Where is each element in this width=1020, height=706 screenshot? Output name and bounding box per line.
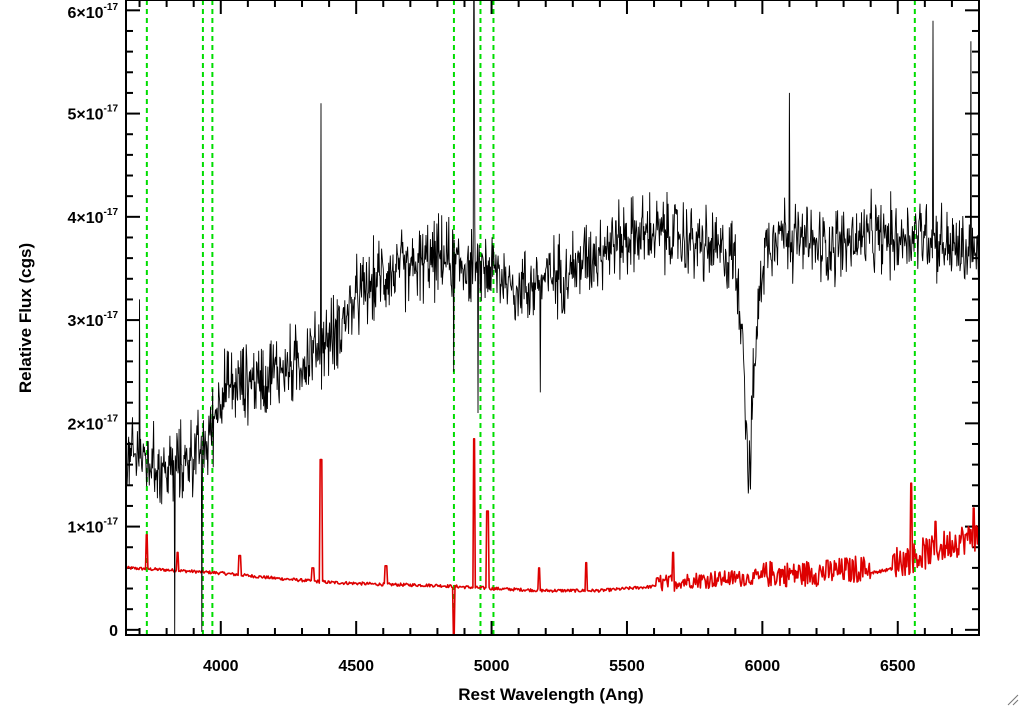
y-tick-exponent: -17 [104,2,119,13]
y-tick-exponent: -17 [104,207,119,218]
emission-line-markers [145,0,916,635]
y-tick-mantissa: 6×10 [68,5,104,22]
tick-labels: 4000 4500 5000 5500 6000 650001×10-172×10-173… [68,2,916,675]
y-tick-label: 0 [109,623,118,640]
y-tick-exponent: -17 [104,104,119,115]
y-tick-mantissa: 4×10 [68,210,104,227]
resize-grip-icon[interactable] [1007,694,1019,706]
y-tick-mantissa: 0 [109,623,118,640]
data-series [125,0,980,636]
x-tick-label: 4000 [203,658,239,675]
y-tick-mantissa: 5×10 [68,107,104,124]
x-tick-label: 6500 [880,658,916,675]
y-tick-label: 1×10-17 [68,517,119,537]
y-tick-label: 5×10-17 [68,104,119,124]
axis-ticks [126,0,980,635]
y-tick-label: 4×10-17 [68,207,119,227]
x-tick-label: 5500 [609,658,645,675]
y-tick-label: 2×10-17 [68,413,119,433]
plot-frame [125,0,980,636]
model-spectrum-line [125,437,980,636]
x-tick-label: 4500 [338,658,374,675]
y-tick-mantissa: 3×10 [68,313,104,330]
y-tick-mantissa: 2×10 [68,416,104,433]
y-axis-title: Relative Flux (cgs) [16,243,35,393]
y-tick-label: 6×10-17 [68,2,119,22]
y-tick-exponent: -17 [104,413,119,424]
y-tick-exponent: -17 [104,517,119,528]
x-tick-label: 6000 [745,658,781,675]
y-tick-label: 3×10-17 [68,310,119,330]
x-tick-label: 5000 [474,658,510,675]
y-tick-exponent: -17 [104,310,119,321]
x-axis-title: Rest Wavelength (Ang) [458,685,643,704]
observed-spectrum-line [125,0,980,636]
y-tick-mantissa: 1×10 [68,520,104,537]
